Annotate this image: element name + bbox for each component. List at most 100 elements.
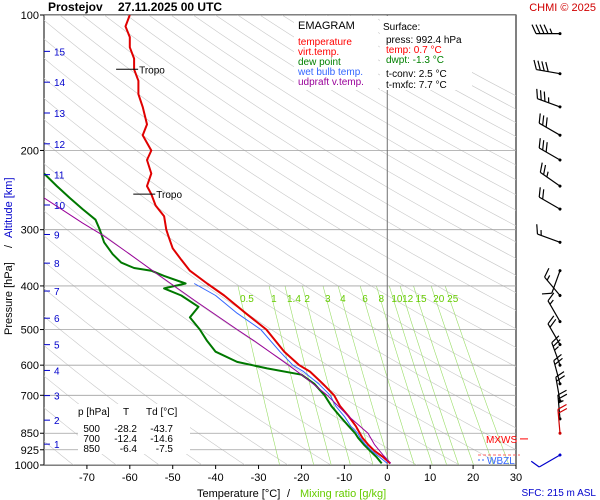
barb-staff: [538, 454, 561, 468]
barb-staff: [544, 276, 561, 296]
barb-station: [558, 207, 562, 211]
x-axis-title-sep: /: [287, 488, 291, 500]
barb-flag: [544, 268, 550, 278]
altitude-tick-label: 7: [54, 287, 60, 298]
altitude-tick-label: 5: [54, 341, 60, 352]
altitude-tick-label: 3: [54, 392, 60, 403]
dry-adiabat: [148, 15, 516, 243]
mixing-ratio-label: 6: [362, 294, 368, 305]
profile-series: [44, 15, 392, 465]
x-tick-label: -20: [294, 472, 310, 484]
barb-flag: [539, 24, 545, 34]
barb-flag: [557, 407, 568, 414]
barb-flag: [533, 59, 537, 70]
wind-barb: [551, 335, 562, 367]
table-cell: -14.6: [150, 434, 173, 445]
barb-flag: [547, 292, 555, 302]
surface-tconv: t-conv: 2.5 °C: [386, 69, 447, 80]
x-tick-label: -40: [208, 472, 224, 484]
barb-flag: [552, 339, 561, 347]
barb-flag: [535, 24, 541, 34]
barb-flag: [538, 187, 541, 198]
barb-flag: [531, 24, 537, 34]
wind-barb: [547, 315, 562, 347]
dry-adiabat: [81, 15, 516, 294]
barb-flag: [542, 140, 545, 151]
series-temperature: [124, 15, 391, 465]
legend-title: EMAGRAM: [298, 20, 355, 32]
barb-half-flag: [549, 28, 553, 34]
barb-flag: [554, 357, 563, 365]
altitude-tick-label: 2: [54, 416, 60, 427]
mxws-label: MXWS: [486, 435, 517, 446]
x-tick-label: -50: [165, 472, 181, 484]
barb-flag: [557, 389, 567, 396]
y-tick-label: 500: [21, 325, 39, 337]
legend-item-updraft: udpraft v.temp.: [298, 77, 364, 88]
station-name: Prostejov: [48, 0, 103, 14]
barb-flag: [545, 117, 548, 128]
x-tick-label: 20: [467, 472, 479, 484]
axes: -70 -60 -50 -40 -30 -20 -10 0 10 20 30 100 200 300 400…: [15, 10, 523, 484]
y-axis-title-sep: /: [3, 244, 15, 248]
wind-barb: [547, 292, 562, 324]
mixing-ratio-label: 25: [447, 294, 459, 305]
y-tick-label: 400: [21, 281, 39, 293]
legend-item-wet-bulb: wet bulb temp.: [297, 67, 363, 78]
barb-flag: [545, 61, 549, 72]
barb-flag: [547, 315, 555, 325]
altitude-tick-label: 1: [54, 440, 60, 451]
tropopause-label: Tropo: [156, 190, 182, 201]
dry-adiabat: [126, 15, 516, 259]
wind-barb: [538, 113, 562, 137]
table-cell: -43.7: [150, 424, 173, 435]
mixing-ratio-label: 12: [402, 294, 414, 305]
dry-adiabat: [215, 15, 516, 196]
altitude-tick-label: 14: [54, 78, 66, 89]
barb-flag: [542, 115, 545, 126]
barb-staff: [551, 270, 561, 294]
series-dew-point: [44, 172, 383, 465]
surface-temp: temp: 0.7 °C: [386, 45, 442, 56]
barb-half-flag: [554, 346, 559, 351]
x-axis-title-mix: Mixing ratio [g/kg]: [300, 488, 386, 500]
surface-info: Surface: press: 992.4 hPa temp: 0.7 °C d…: [380, 16, 472, 91]
barb-flag: [555, 371, 565, 378]
barb-station: [558, 133, 562, 137]
wind-barb: [553, 353, 563, 386]
table-header-td: Td [°C]: [146, 407, 177, 418]
y-tick-label: 850: [21, 428, 39, 440]
barb-half-flag: [558, 399, 564, 404]
barb-staff: [537, 98, 561, 108]
barb-flag: [536, 88, 539, 99]
surface-altitude: SFC: 215 m ASL: [522, 488, 597, 499]
surface-dwpt: dwpt: -1.3 °C: [386, 55, 444, 66]
mixing-ratio-label: 1: [271, 294, 277, 305]
y-axis-title-alt: Altitude [km]: [3, 177, 15, 238]
wind-barb: [538, 187, 562, 211]
table-cell: -6.4: [120, 444, 138, 455]
barb-flag: [542, 189, 545, 200]
tropopause-label: Tropo: [139, 65, 165, 76]
barb-staff: [547, 300, 561, 322]
legend-item-temperature: temperature: [298, 37, 352, 48]
series-udpraft-v-temp-: [44, 197, 392, 464]
barb-half-flag: [549, 299, 554, 305]
x-tick-label: 10: [424, 472, 436, 484]
barb-flag: [536, 224, 539, 235]
mixing-ratio-label: 3: [325, 294, 331, 305]
barb-flag: [553, 353, 562, 362]
dry-adiabat: [170, 15, 516, 227]
barb-flag: [557, 403, 567, 410]
mixing-ratio-label: 4: [340, 294, 346, 305]
barb-flag: [530, 460, 540, 468]
mixing-ratio-label: 1.4: [287, 294, 301, 305]
barb-flag: [538, 138, 541, 149]
barb-half-flag: [547, 97, 550, 103]
table-cell: 500: [83, 424, 100, 435]
mixing-ratio-label: 2: [304, 294, 310, 305]
credit-text: CHMI © 2025: [529, 2, 596, 14]
legend-item-virt-temp: virt.temp.: [298, 47, 339, 58]
legend: EMAGRAM temperature virt.temp. dew point…: [294, 16, 378, 90]
altitude-tick-label: 9: [54, 230, 60, 241]
